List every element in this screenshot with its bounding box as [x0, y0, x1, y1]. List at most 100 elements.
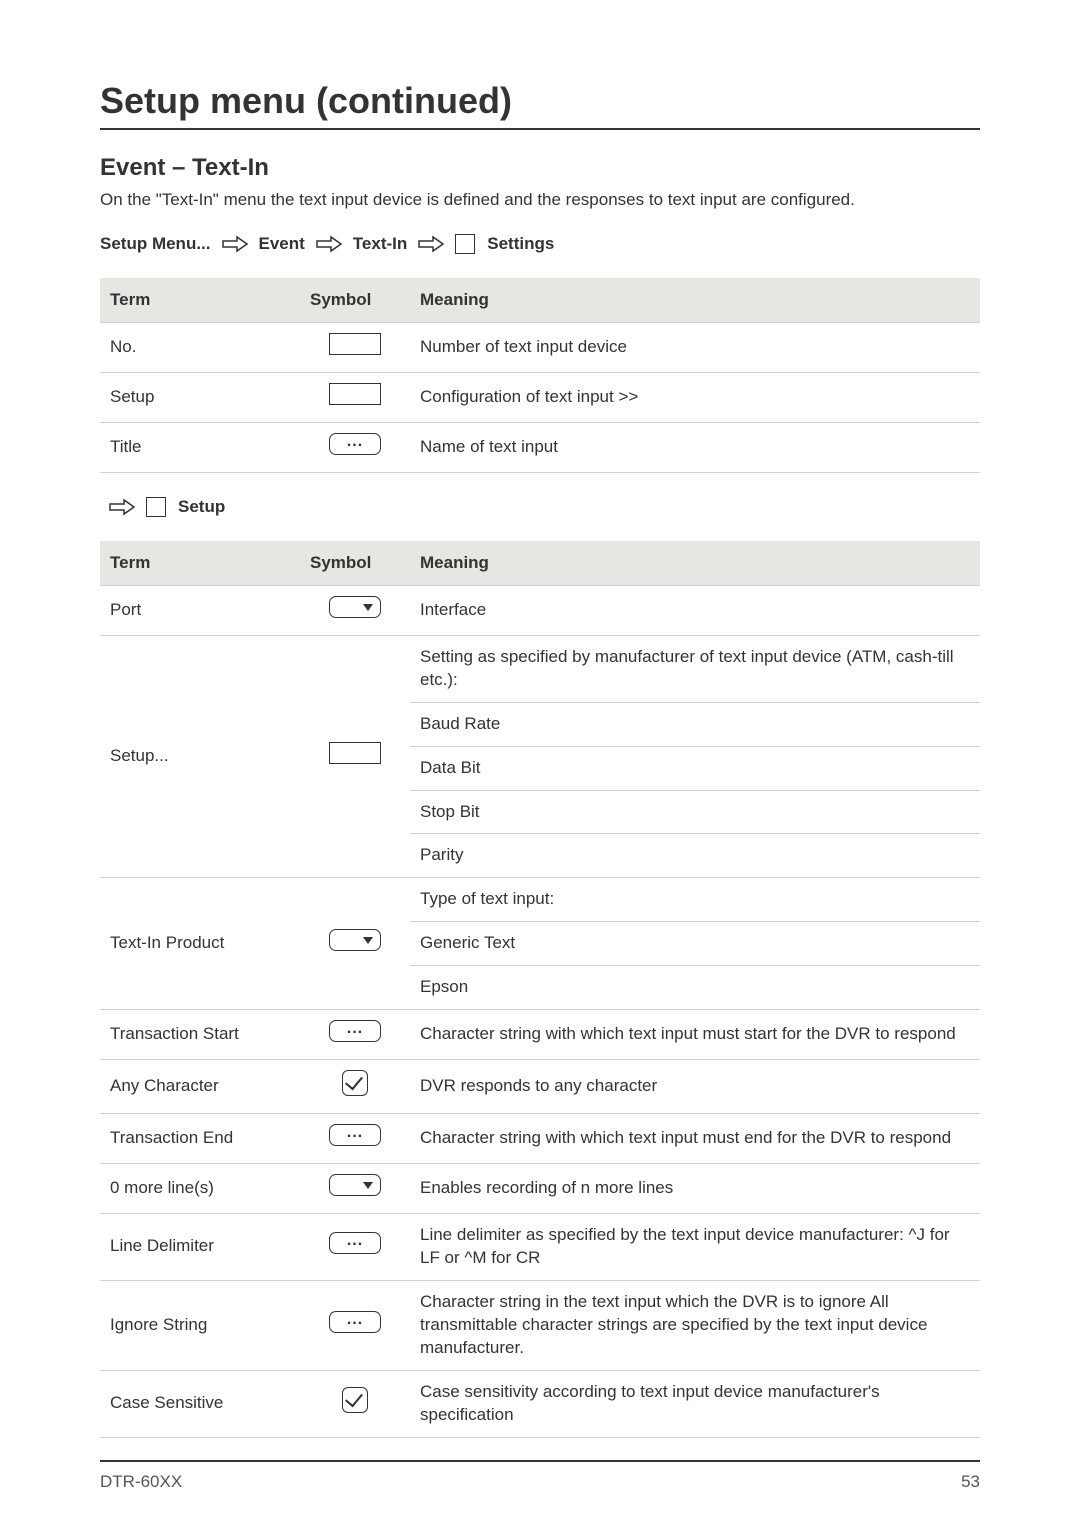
cell-term: No.: [100, 323, 300, 373]
cell-symbol: [300, 585, 410, 635]
footer-page-number: 53: [961, 1472, 980, 1492]
text-field-icon: [329, 1124, 381, 1146]
breadcrumb: Setup Menu... Event Text-In Settings: [100, 234, 980, 254]
cell-term: Case Sensitive: [100, 1370, 300, 1437]
cell-term: Setup...: [100, 635, 300, 878]
table-2: Term Symbol Meaning PortInterfaceSetup..…: [100, 541, 980, 1438]
table-header-term: Term: [100, 541, 300, 586]
intro-text: On the "Text-In" menu the text input dev…: [100, 190, 980, 210]
cell-meaning-line: Setting as specified by manufacturer of …: [410, 636, 980, 703]
cell-symbol: [300, 422, 410, 472]
dropdown-icon: [329, 929, 381, 951]
table-row: 0 more line(s) Enables recording of n mor…: [100, 1164, 980, 1214]
cell-meaning: Character string with which text input m…: [410, 1114, 980, 1164]
title-rule: [100, 128, 980, 130]
cell-meaning: Setting as specified by manufacturer of …: [410, 635, 980, 878]
cell-meaning: Case sensitivity according to text input…: [410, 1370, 980, 1437]
cell-term: Any Character: [100, 1060, 300, 1114]
cell-meaning: DVR responds to any character: [410, 1060, 980, 1114]
cell-term: 0 more line(s): [100, 1164, 300, 1214]
sub-breadcrumb-item: Setup: [146, 497, 225, 517]
cell-symbol: [300, 1114, 410, 1164]
page-footer: DTR-60XX 53: [100, 1460, 980, 1492]
table-row: Any Character DVR responds to any charact…: [100, 1060, 980, 1114]
arrow-right-icon: [315, 234, 343, 254]
footer-model: DTR-60XX: [100, 1472, 182, 1492]
cell-term: Line Delimiter: [100, 1213, 300, 1280]
dropdown-icon: [329, 596, 381, 618]
cell-meaning: Configuration of text input >>: [410, 372, 980, 422]
cell-symbol: [300, 635, 410, 878]
cell-term: Title: [100, 422, 300, 472]
cell-symbol: [300, 1370, 410, 1437]
cell-meaning-line: Stop Bit: [410, 791, 980, 835]
sub-breadcrumb-label: Setup: [178, 497, 225, 517]
table-row: No. Number of text input device: [100, 323, 980, 373]
cell-term: Setup: [100, 372, 300, 422]
table-row: Title Name of text input: [100, 422, 980, 472]
checkbox-icon: [455, 234, 475, 254]
cell-meaning: Type of text input:Generic TextEpson: [410, 878, 980, 1010]
table-header-symbol: Symbol: [300, 541, 410, 586]
cell-meaning: Interface: [410, 585, 980, 635]
text-field-icon: [329, 1311, 381, 1333]
cell-meaning-line: Data Bit: [410, 747, 980, 791]
cell-meaning-line: Generic Text: [410, 922, 980, 966]
table-row: Setup Configuration of text input >>: [100, 372, 980, 422]
checkbox-icon: [146, 497, 166, 517]
cell-meaning-line: Parity: [410, 834, 980, 877]
dropdown-icon: [329, 1174, 381, 1196]
breadcrumb-item: Event: [259, 234, 305, 254]
table-row: Case Sensitive Case sensitivity according…: [100, 1370, 980, 1437]
document-page: Setup menu (continued) Event – Text-In O…: [0, 0, 1080, 1532]
breadcrumb-item: Text-In: [353, 234, 407, 254]
table-row: Transaction Start Character string with w…: [100, 1010, 980, 1060]
cell-term: Text-In Product: [100, 878, 300, 1010]
cell-symbol: [300, 1213, 410, 1280]
sub-breadcrumb: Setup: [108, 497, 980, 517]
cell-meaning-line: Type of text input:: [410, 878, 980, 922]
cell-meaning: Line delimiter as specified by the text …: [410, 1213, 980, 1280]
text-field-icon: [329, 1232, 381, 1254]
cell-symbol: [300, 1060, 410, 1114]
cell-meaning: Name of text input: [410, 422, 980, 472]
text-field-icon: [329, 433, 381, 455]
table-1: Term Symbol Meaning No. Number of text in…: [100, 278, 980, 473]
cell-term: Port: [100, 585, 300, 635]
cell-symbol: [300, 1280, 410, 1370]
cell-meaning: Enables recording of n more lines: [410, 1164, 980, 1214]
table-row: Setup... Setting as specified by manufact…: [100, 635, 980, 878]
page-title: Setup menu (continued): [100, 80, 980, 122]
table-row: Ignore String Character string in the tex…: [100, 1280, 980, 1370]
cell-term: Transaction End: [100, 1114, 300, 1164]
cell-meaning-line: Baud Rate: [410, 703, 980, 747]
table-row: Line Delimiter Line delimiter as specifie…: [100, 1213, 980, 1280]
arrow-right-icon: [108, 497, 136, 517]
cell-term: Ignore String: [100, 1280, 300, 1370]
rect-field-icon: [329, 742, 381, 764]
text-field-icon: [329, 1020, 381, 1042]
rect-field-icon: [329, 333, 381, 355]
cell-meaning-line: Epson: [410, 966, 980, 1009]
breadcrumb-item-with-box: Settings: [455, 234, 554, 254]
cell-meaning: Character string with which text input m…: [410, 1010, 980, 1060]
table-header-symbol: Symbol: [300, 278, 410, 323]
cell-symbol: [300, 323, 410, 373]
table-row: Transaction End Character string with whi…: [100, 1114, 980, 1164]
table-row: Text-In Product Type of text input:Generi…: [100, 878, 980, 1010]
rect-field-icon: [329, 383, 381, 405]
table-header-term: Term: [100, 278, 300, 323]
cell-term: Transaction Start: [100, 1010, 300, 1060]
cell-symbol: [300, 1164, 410, 1214]
subtitle: Event – Text-In: [100, 154, 980, 182]
checkbox-icon: [342, 1387, 368, 1413]
table-header-meaning: Meaning: [410, 278, 980, 323]
table-header-meaning: Meaning: [410, 541, 980, 586]
breadcrumb-item: Setup Menu...: [100, 234, 211, 254]
table-row: Port Interface: [100, 585, 980, 635]
arrow-right-icon: [221, 234, 249, 254]
arrow-right-icon: [417, 234, 445, 254]
cell-symbol: [300, 372, 410, 422]
cell-meaning: Number of text input device: [410, 323, 980, 373]
cell-meaning: Character string in the text input which…: [410, 1280, 980, 1370]
